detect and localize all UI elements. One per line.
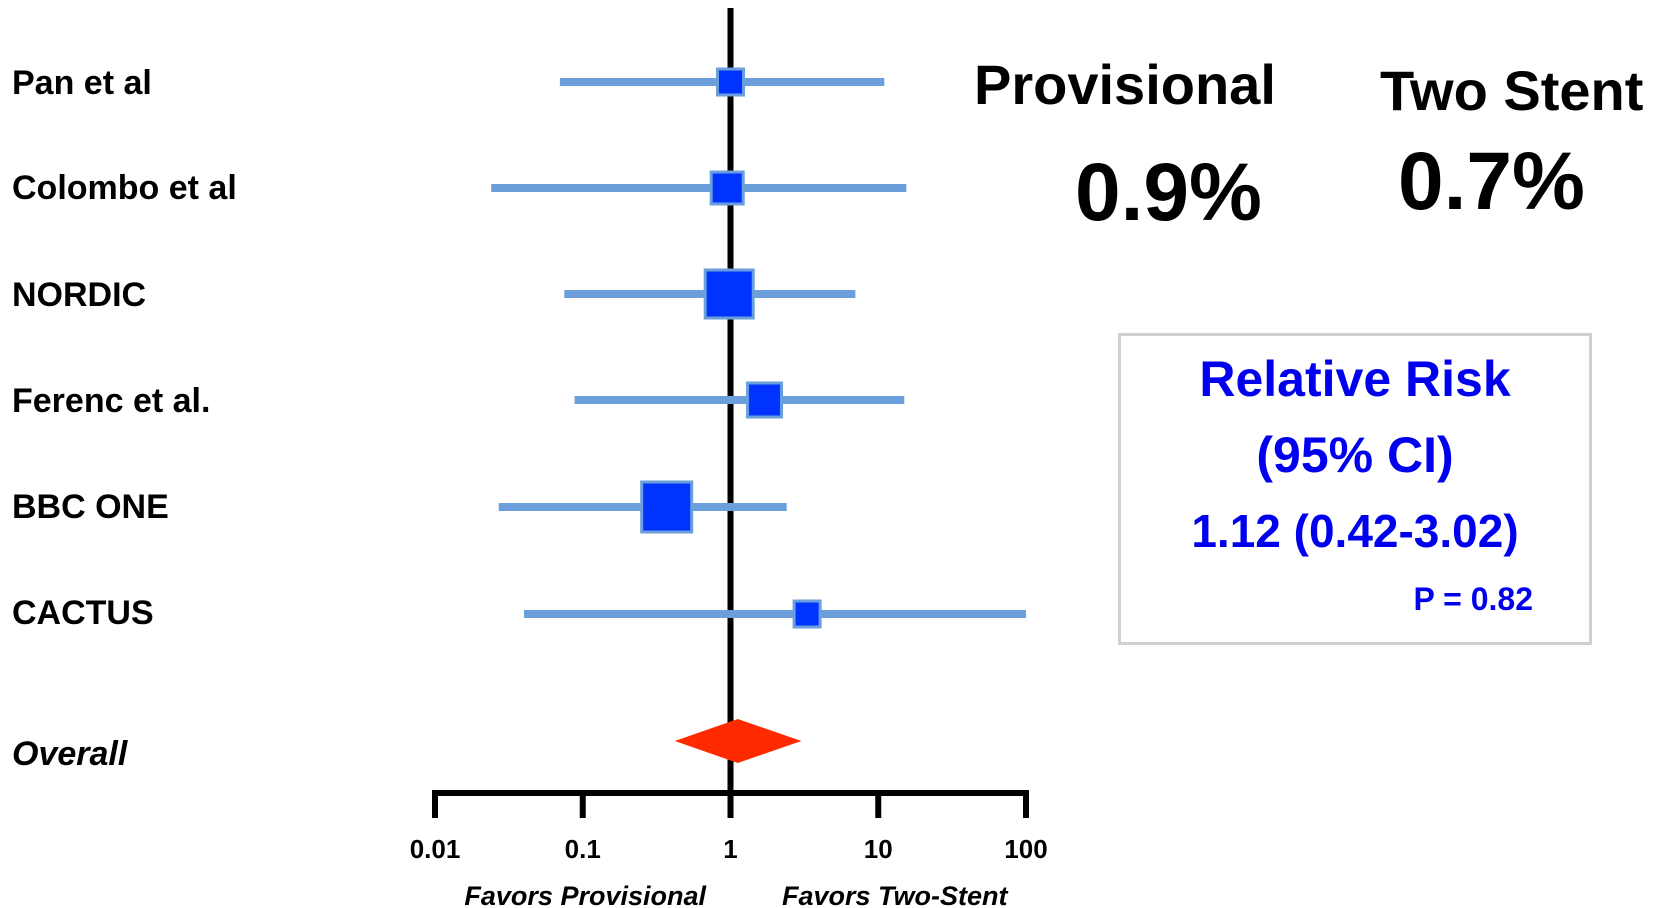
point-estimate-2 [709, 170, 745, 206]
overall-label: Overall [12, 735, 129, 773]
relative-risk-value: 1.12 (0.42-3.02) [1191, 505, 1519, 557]
x-tick-label-5: 100 [1004, 834, 1047, 864]
provisional-rate: 0.9% [1075, 147, 1262, 238]
study-label-3: NORDIC [12, 276, 146, 314]
two-stent-rate: 0.7% [1398, 136, 1585, 227]
study-label-2: Colombo et al [12, 169, 237, 207]
favors-provisional-label: Favors Provisional [464, 881, 706, 908]
relative-risk-ci-label: (95% CI) [1256, 427, 1454, 483]
p-value: P = 0.82 [1413, 581, 1533, 617]
study-label-1: Pan et al [12, 64, 152, 102]
point-estimate-4 [746, 381, 784, 419]
point-estimate-1 [716, 67, 745, 97]
point-estimate-6 [792, 599, 822, 629]
point-estimate-5 [640, 480, 694, 534]
x-tick-label-3: 1 [723, 834, 737, 864]
provisional-heading: Provisional [974, 53, 1276, 116]
x-tick-label-4: 10 [864, 834, 893, 864]
study-label-6: CACTUS [12, 594, 154, 632]
overall-diamond [674, 719, 802, 763]
point-estimate-3 [703, 268, 755, 320]
relative-risk-box: Relative Risk (95% CI) 1.12 (0.42-3.02) … [1118, 333, 1592, 645]
x-tick-label-1: 0.01 [410, 834, 461, 864]
x-tick-label-2: 0.1 [565, 834, 601, 864]
study-label-4: Ferenc et al. [12, 382, 210, 420]
two-stent-heading: Two Stent [1380, 59, 1644, 122]
favors-two-stent-label: Favors Two-Stent [782, 881, 1009, 908]
relative-risk-title: Relative Risk [1199, 351, 1511, 407]
study-label-5: BBC ONE [12, 488, 169, 526]
